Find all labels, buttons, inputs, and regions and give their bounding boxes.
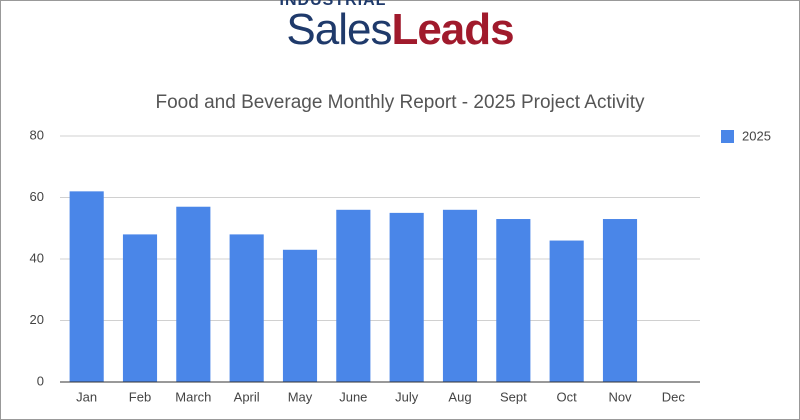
bar bbox=[442, 209, 478, 382]
x-tick-label: July bbox=[395, 389, 419, 404]
bar bbox=[176, 206, 211, 382]
y-tick-label: 80 bbox=[30, 127, 44, 142]
y-tick-label: 0 bbox=[37, 373, 44, 388]
bar bbox=[389, 212, 424, 382]
x-tick-label: Sept bbox=[500, 389, 527, 404]
x-tick-label: April bbox=[234, 389, 260, 404]
bar bbox=[602, 219, 638, 382]
x-tick-label: June bbox=[339, 389, 367, 404]
bar bbox=[549, 240, 584, 382]
x-tick-label: Nov bbox=[608, 389, 632, 404]
logo-first: Sales bbox=[286, 5, 391, 54]
bar bbox=[122, 234, 158, 382]
bar bbox=[69, 191, 104, 382]
x-tick-label: May bbox=[288, 389, 313, 404]
x-tick-label: Aug bbox=[448, 389, 471, 404]
logo-tagline: INDUSTRIAL bbox=[280, 0, 387, 9]
logo-second: Leads bbox=[391, 5, 513, 54]
bar bbox=[229, 234, 264, 382]
x-tick-label: March bbox=[175, 389, 211, 404]
legend-swatch bbox=[721, 130, 734, 143]
x-tick-label: Jan bbox=[76, 389, 97, 404]
x-tick-label: Feb bbox=[129, 389, 151, 404]
chart-title: Food and Beverage Monthly Report - 2025 … bbox=[156, 92, 645, 113]
x-tick-label: Oct bbox=[557, 389, 578, 404]
logo-brand: SalesLeads bbox=[286, 5, 513, 54]
x-tick-label: Dec bbox=[662, 389, 686, 404]
y-tick-label: 40 bbox=[30, 250, 44, 265]
bar bbox=[336, 209, 371, 382]
bar bbox=[282, 249, 318, 382]
y-tick-label: 60 bbox=[30, 189, 44, 204]
y-tick-label: 20 bbox=[30, 312, 44, 327]
legend-label: 2025 bbox=[742, 128, 771, 143]
bar bbox=[496, 219, 531, 382]
